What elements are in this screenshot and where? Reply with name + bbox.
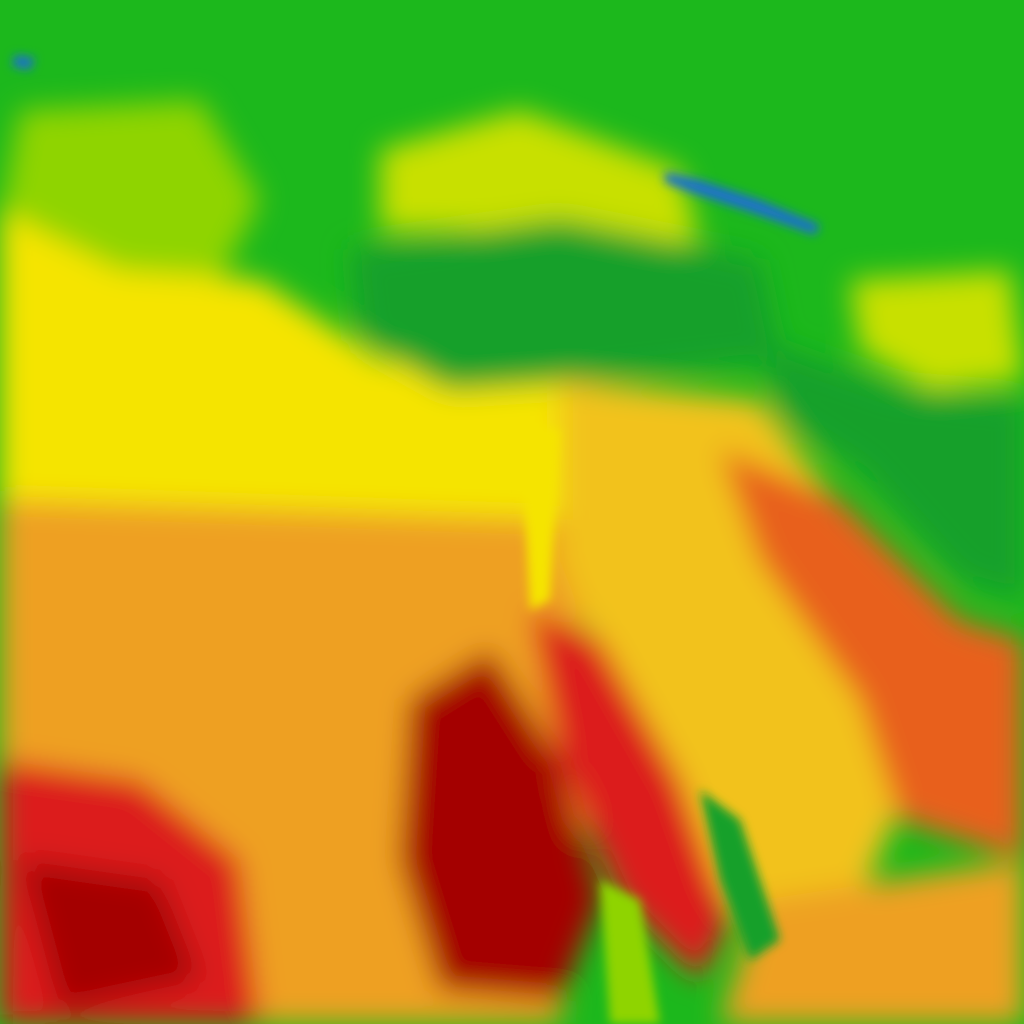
- region-ethiopia-highland: [600, 880, 660, 1024]
- region-alps-cold: [12, 55, 35, 70]
- region-red-sea: [530, 610, 730, 980]
- region-cold-lake: [665, 172, 820, 235]
- region-black-sea: [380, 110, 700, 250]
- region-turkey-highlands: [350, 220, 780, 390]
- region-mediterranean: [0, 210, 560, 540]
- region-west-dark: [20, 860, 200, 1010]
- region-east-arabia: [720, 450, 1024, 860]
- region-arabia-coast-green: [700, 790, 780, 960]
- region-iran-mountains: [760, 340, 1024, 600]
- region-caspian-east: [850, 270, 1024, 390]
- region-south-coast: [720, 860, 1024, 1024]
- region-sudan: [400, 650, 600, 1000]
- region-nile-valley: [520, 420, 560, 610]
